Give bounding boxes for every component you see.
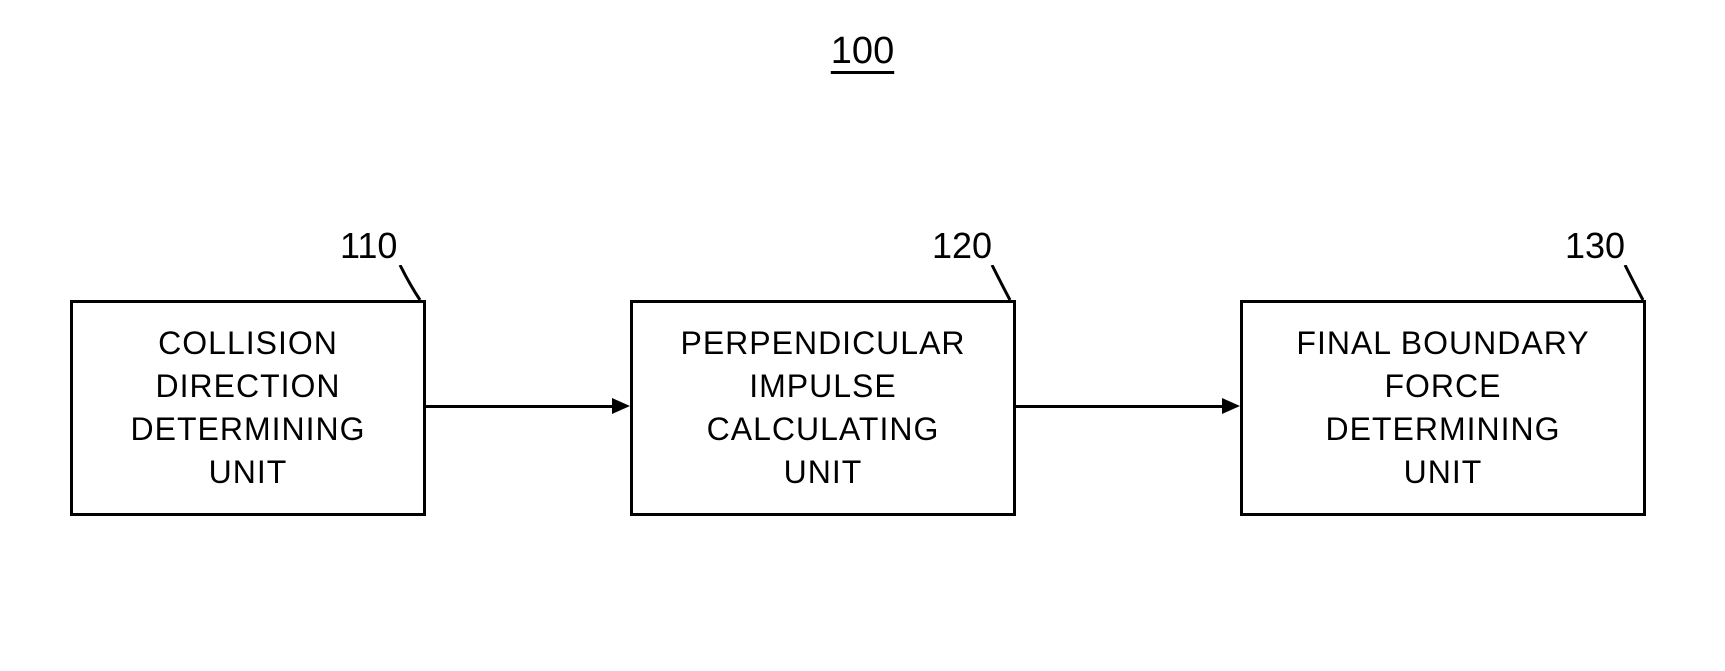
- perpendicular-impulse-calculating-unit-block: PERPENDICULAR IMPULSE CALCULATING UNIT: [630, 300, 1016, 516]
- leader-120: [962, 265, 1022, 305]
- block-label-120: 120: [932, 225, 992, 267]
- leader-110: [370, 265, 430, 305]
- diagram-container: 110 COLLISION DIRECTION DETERMINING UNIT…: [70, 210, 1655, 590]
- arrow-line-1: [423, 405, 612, 408]
- leader-130: [1595, 265, 1655, 305]
- block-label-130: 130: [1565, 225, 1625, 267]
- block-label-110: 110: [340, 225, 397, 267]
- final-boundary-force-determining-unit-block: FINAL BOUNDARY FORCE DETERMINING UNIT: [1240, 300, 1646, 516]
- diagram-title-ref: 100: [831, 30, 894, 73]
- arrow-head-1: [612, 398, 630, 414]
- arrow-head-2: [1222, 398, 1240, 414]
- collision-direction-determining-unit-block: COLLISION DIRECTION DETERMINING UNIT: [70, 300, 426, 516]
- arrow-line-2: [1013, 405, 1222, 408]
